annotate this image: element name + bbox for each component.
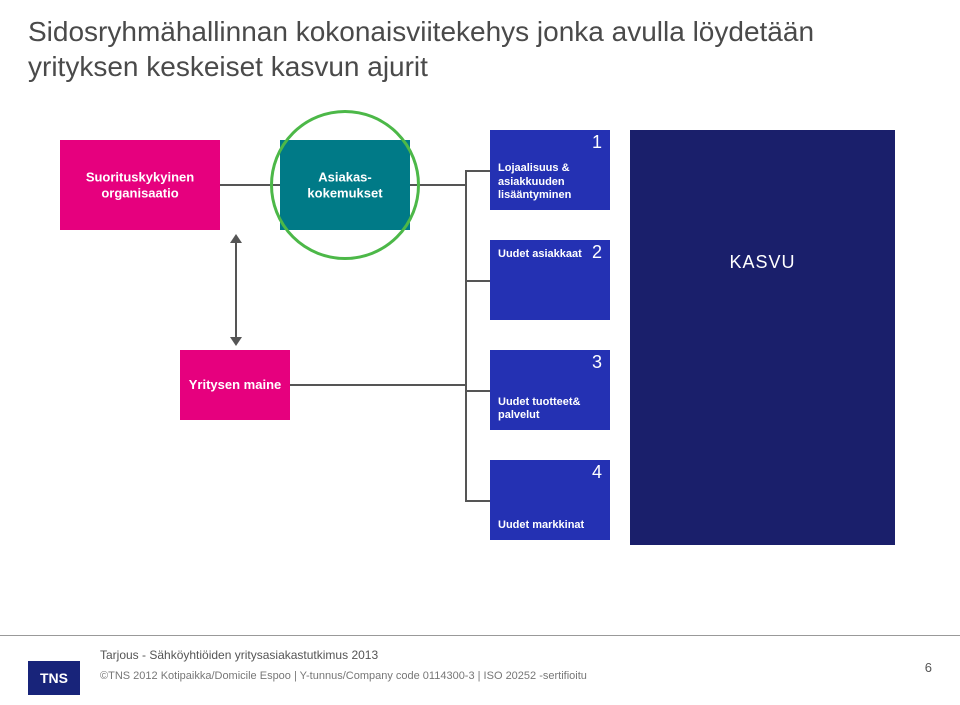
line-to-b3 (465, 390, 490, 392)
box-rep: Yritysen maine (180, 350, 290, 420)
rep-label: Yritysen maine (189, 377, 282, 392)
arrow-down-icon (230, 337, 242, 346)
org-label: Suorituskykyinen organisaatio (86, 169, 194, 200)
line-vert-rep (235, 242, 237, 338)
box-b3: 3 Uudet tuotteet& palvelut (490, 350, 610, 430)
b4-label: Uudet markkinat (498, 519, 602, 532)
box-org: Suorituskykyinen organisaatio (60, 140, 220, 230)
footer-line2: ©TNS 2012 Kotipaikka/Domicile Espoo | Y-… (100, 670, 587, 682)
page-title: Sidosryhmähallinnan kokonaisviitekehys j… (28, 14, 930, 84)
b1-num: 1 (592, 132, 602, 154)
page-number: 6 (925, 660, 932, 675)
arrow-up-icon (230, 234, 242, 243)
box-growth: KASVU (630, 130, 895, 545)
line-to-b4 (465, 500, 490, 502)
box-b4: 4 Uudet markkinat (490, 460, 610, 540)
b1-label: Lojaalisuus & asiakkuuden lisääntyminen (498, 162, 602, 202)
b2-label: Uudet asiakkaat (498, 248, 602, 261)
box-b1: 1 Lojaalisuus & asiakkuuden lisääntymine… (490, 130, 610, 210)
footer: TNS Tarjous - Sähköyhtiöiden yritysasiak… (0, 635, 960, 705)
highlight-circle (270, 110, 420, 260)
b3-num: 3 (592, 352, 602, 374)
b3-label: Uudet tuotteet& palvelut (498, 396, 602, 422)
line-to-b2 (465, 280, 490, 282)
diagram-canvas: KASVU Suorituskykyinen organisaatio Asia… (50, 110, 910, 570)
line-stack-v (465, 170, 467, 500)
box-b2: 2 Uudet asiakkaat (490, 240, 610, 320)
footer-line1: Tarjous - Sähköyhtiöiden yritysasiakastu… (100, 648, 378, 662)
line-rep-stack (290, 384, 465, 386)
b4-num: 4 (592, 462, 602, 484)
growth-label: KASVU (729, 252, 795, 272)
logo-tns: TNS (28, 661, 80, 695)
line-to-b1 (465, 170, 490, 172)
